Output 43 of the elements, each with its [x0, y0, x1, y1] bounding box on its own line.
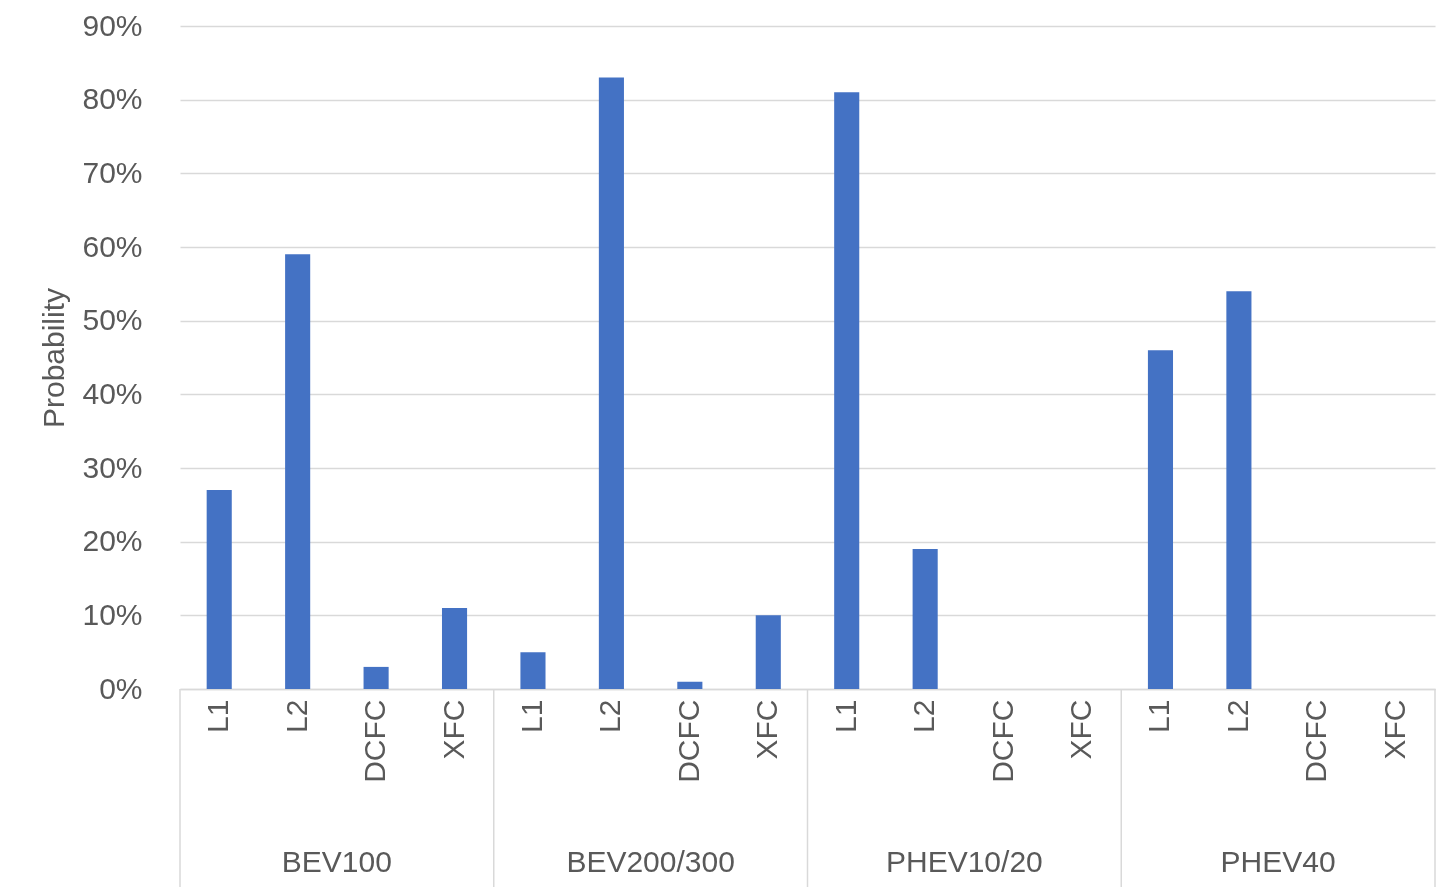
x-tick-label: XFC	[436, 699, 470, 760]
x-tick-label: DCFC	[985, 699, 1019, 783]
x-tick-label: XFC	[750, 699, 784, 760]
x-tick-label: L1	[201, 699, 235, 733]
text: PHEV10/20	[885, 845, 1043, 878]
y-tick-label: 10%	[82, 597, 143, 631]
bar	[1226, 291, 1252, 689]
x-tick-label: DCFC	[671, 699, 705, 783]
y-tick-label: 80%	[82, 82, 143, 116]
x-tick-label: L1	[828, 699, 862, 733]
bar	[912, 549, 938, 689]
x-tick-label: XFC	[1064, 699, 1098, 760]
text: BEV100	[281, 845, 392, 878]
x-tick-label: L2	[907, 699, 941, 733]
y-axis-title: Probability	[37, 287, 71, 429]
y-tick-label: 60%	[82, 229, 143, 263]
bar	[598, 77, 624, 689]
bar	[1147, 350, 1174, 689]
bar	[441, 607, 468, 689]
bar	[285, 254, 311, 689]
text: BEV200/300	[566, 845, 735, 878]
x-tick-label: L1	[514, 699, 548, 733]
y-tick-label: 90%	[82, 8, 143, 42]
y-tick-label: 40%	[82, 376, 143, 410]
bar	[206, 490, 232, 689]
x-tick-label: XFC	[1377, 699, 1411, 760]
bar	[677, 681, 703, 689]
x-tick-label: DCFC	[358, 699, 392, 783]
x-tick-label: DCFC	[1299, 699, 1333, 783]
x-tick-label: L2	[279, 699, 313, 733]
y-tick-label: 50%	[82, 303, 143, 337]
bar	[363, 666, 389, 689]
bar	[834, 92, 860, 689]
x-tick-label: L1	[1142, 699, 1176, 733]
bar	[520, 652, 546, 689]
y-tick-label: 70%	[82, 155, 143, 189]
bar	[755, 615, 781, 689]
y-tick-label: 30%	[82, 450, 143, 484]
y-tick-label: 0%	[99, 671, 143, 705]
x-tick-label: L2	[1220, 699, 1254, 733]
text: PHEV40	[1220, 845, 1336, 878]
x-tick-label: L2	[593, 699, 627, 733]
y-tick-label: 20%	[82, 524, 143, 558]
